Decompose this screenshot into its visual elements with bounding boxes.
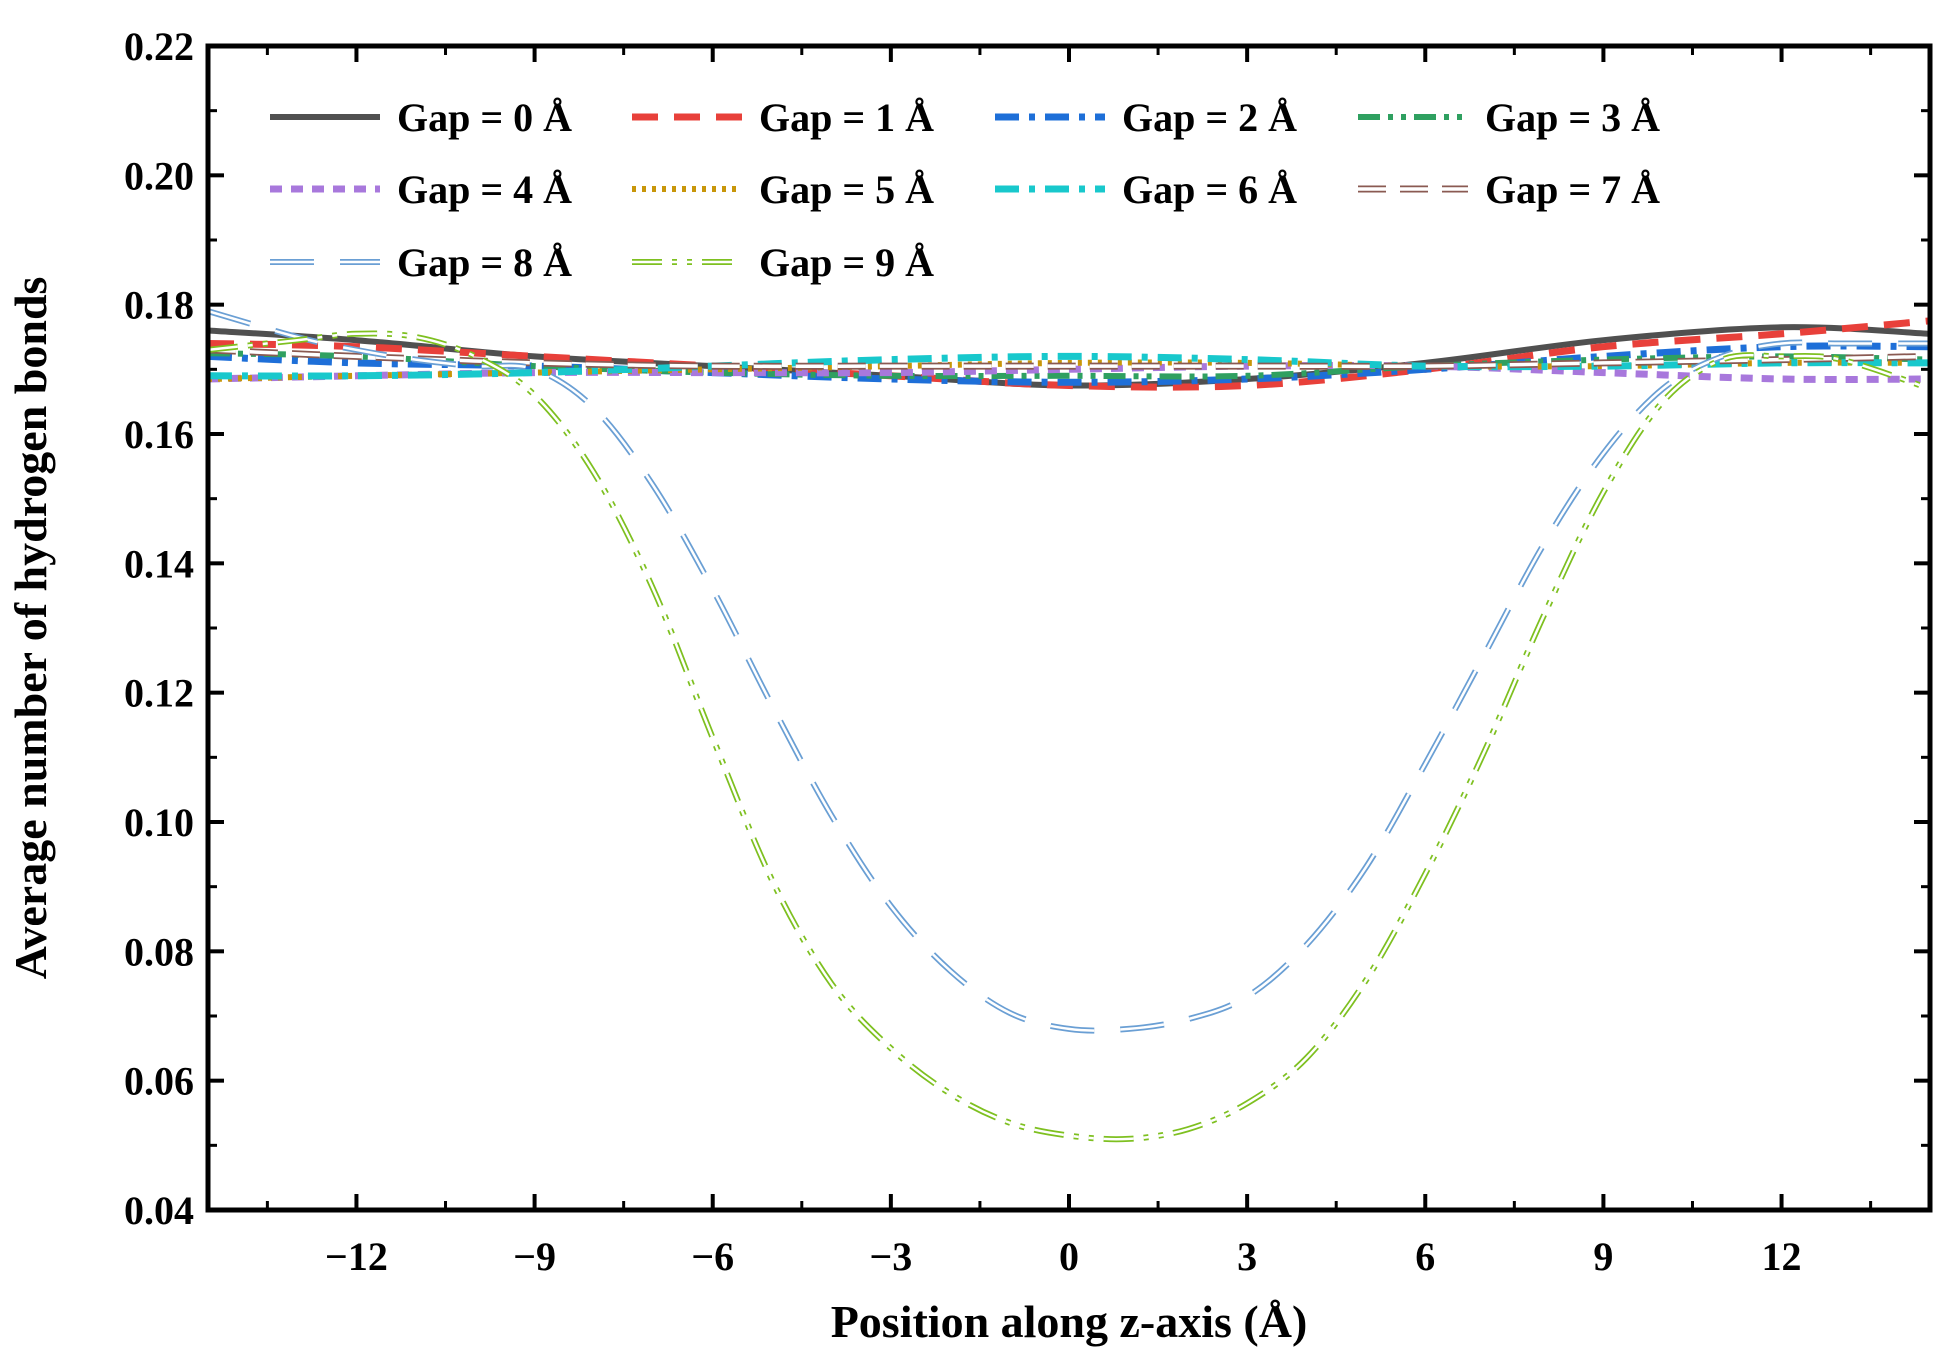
legend-label-gap-5-a: Gap = 5 Å bbox=[759, 167, 934, 212]
y-tick-label: 0.06 bbox=[124, 1059, 194, 1104]
y-tick-label: 0.18 bbox=[124, 283, 194, 328]
legend: Gap = 0 Å Gap = 1 Å Gap = 2 Å Gap = 3 Å Gap … bbox=[270, 95, 1660, 285]
legend-label-gap-9-a: Gap = 9 Å bbox=[759, 240, 934, 285]
series-line-gap-2-a bbox=[208, 342, 1930, 386]
plot-background bbox=[208, 46, 1930, 1210]
x-tick-label: −3 bbox=[869, 1234, 912, 1279]
y-tick-label: 0.14 bbox=[124, 541, 194, 586]
legend-label-gap-7-a: Gap = 7 Å bbox=[1485, 167, 1660, 212]
legend-label-gap-1-a: Gap = 1 Å bbox=[759, 95, 934, 140]
legend-label-gap-6-a: Gap = 6 Å bbox=[1122, 167, 1297, 212]
y-tick-label: 0.16 bbox=[124, 412, 194, 457]
legend-label-gap-2-a: Gap = 2 Å bbox=[1122, 95, 1297, 140]
y-tick-label: 0.20 bbox=[124, 153, 194, 198]
ticks-layer: −12 −9 −6 −3 0 3 6 9 12 0.04 0.06 0.08 0.10 0.12 0.14 0… bbox=[124, 24, 1930, 1279]
y-tick-label: 0.10 bbox=[124, 800, 194, 845]
x-tick-label: 12 bbox=[1762, 1234, 1802, 1279]
series-line-inner-gap-8-a bbox=[208, 309, 1930, 1032]
y-tick-label: 0.08 bbox=[124, 929, 194, 974]
y-tick-label: 0.22 bbox=[124, 24, 194, 69]
y-tick-label: 0.12 bbox=[124, 671, 194, 716]
x-tick-label: −12 bbox=[325, 1234, 388, 1279]
series-line-inner-gap-9-a bbox=[208, 332, 1930, 1141]
x-tick-label: 6 bbox=[1415, 1234, 1435, 1279]
series-line-gap-3-a bbox=[208, 350, 1930, 380]
x-axis-title: Position along z-axis (Å) bbox=[831, 1296, 1308, 1347]
y-tick-label: 0.04 bbox=[124, 1188, 194, 1233]
x-tick-label: 9 bbox=[1593, 1234, 1613, 1279]
legend-label-gap-0-a: Gap = 0 Å bbox=[397, 95, 572, 140]
series-line-gap-6-a bbox=[208, 352, 1930, 380]
x-tick-label: 0 bbox=[1059, 1234, 1079, 1279]
x-tick-label: −6 bbox=[691, 1234, 734, 1279]
y-axis-title: Average number of hydrogen bonds bbox=[5, 277, 56, 980]
x-tick-label: 3 bbox=[1237, 1234, 1257, 1279]
series-layer bbox=[208, 308, 1930, 1143]
legend-label-gap-8-a: Gap = 8 Å bbox=[397, 240, 572, 285]
legend-label-gap-4-a: Gap = 4 Å bbox=[397, 167, 572, 212]
legend-label-gap-3-a: Gap = 3 Å bbox=[1485, 95, 1660, 140]
x-tick-label: −9 bbox=[513, 1234, 556, 1279]
